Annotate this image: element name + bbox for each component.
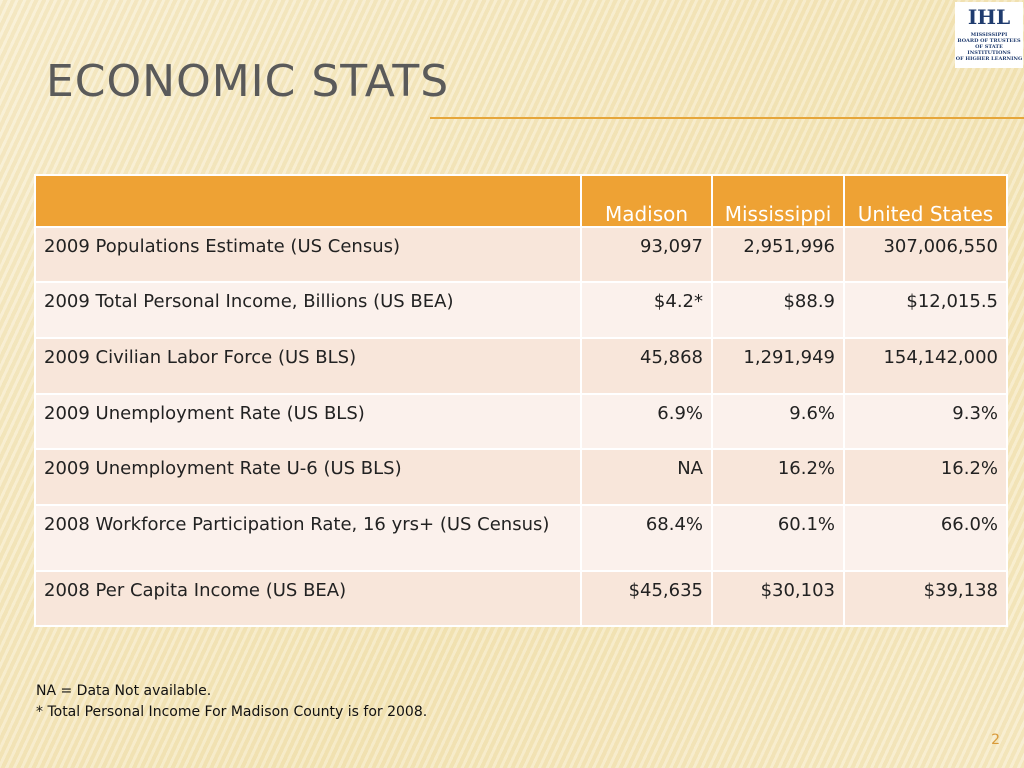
value-cell: 6.9%: [580, 393, 713, 450]
row-label: 2009 Unemployment Rate (US BLS): [34, 393, 582, 450]
row-label: 2009 Populations Estimate (US Census): [34, 226, 582, 283]
value-cell: $4.2*: [580, 281, 713, 339]
table-row: 2009 Civilian Labor Force (US BLS) 45,868…: [34, 337, 1008, 395]
row-label: 2008 Per Capita Income (US BEA): [34, 570, 582, 627]
value-cell: 307,006,550: [843, 226, 1008, 283]
logo-line: OF HIGHER LEARNING: [955, 56, 1023, 62]
logo-line: MISSISSIPPI: [970, 32, 1008, 38]
logo-mark: IHL: [967, 5, 1011, 29]
value-cell: $39,138: [843, 570, 1008, 627]
table-row: 2008 Workforce Participation Rate, 16 yr…: [34, 504, 1008, 572]
value-cell: 2,951,996: [711, 226, 845, 283]
row-label: 2009 Civilian Labor Force (US BLS): [34, 337, 582, 395]
footnote: NA = Data Not available.: [36, 683, 212, 699]
value-cell: NA: [580, 448, 713, 506]
value-cell: 16.2%: [843, 448, 1008, 506]
title-rule: [430, 117, 1024, 119]
slide-title: ECONOMIC STATS: [46, 56, 450, 107]
page-number: 2: [991, 732, 1000, 748]
table-row: 2009 Unemployment Rate U-6 (US BLS) NA 16.…: [34, 448, 1008, 506]
value-cell: 1,291,949: [711, 337, 845, 395]
value-cell: 154,142,000: [843, 337, 1008, 395]
value-cell: 9.6%: [711, 393, 845, 450]
table-row: 2008 Per Capita Income (US BEA) $45,635 $3…: [34, 570, 1008, 627]
row-label: 2009 Unemployment Rate U-6 (US BLS): [34, 448, 582, 506]
logo-lines: MISSISSIPPI BOARD OF TRUSTEES OF STATE INS…: [955, 32, 1023, 62]
value-cell: $88.9: [711, 281, 845, 339]
logo: IHL MISSISSIPPI BOARD OF TRUSTEES OF STATE…: [955, 2, 1023, 68]
row-label: 2009 Total Personal Income, Billions (US…: [34, 281, 582, 339]
value-cell: 60.1%: [711, 504, 845, 572]
stats-table: Madison Mississippi United States 2009 Pop…: [34, 174, 1008, 627]
value-cell: 16.2%: [711, 448, 845, 506]
header-cell: United States: [843, 174, 1008, 228]
value-cell: 9.3%: [843, 393, 1008, 450]
table-row: 2009 Populations Estimate (US Census) 93,…: [34, 226, 1008, 283]
header-cell: Madison: [580, 174, 713, 228]
header-row: Madison Mississippi United States: [34, 174, 1008, 228]
value-cell: $12,015.5: [843, 281, 1008, 339]
value-cell: 66.0%: [843, 504, 1008, 572]
value-cell: 68.4%: [580, 504, 713, 572]
table-row: 2009 Total Personal Income, Billions (US…: [34, 281, 1008, 339]
header-cell: Mississippi: [711, 174, 845, 228]
value-cell: $30,103: [711, 570, 845, 627]
logo-line: OF STATE INSTITUTIONS: [967, 44, 1011, 56]
footnote: * Total Personal Income For Madison Coun…: [36, 704, 428, 720]
logo-line: BOARD OF TRUSTEES: [957, 38, 1021, 44]
table-body: 2009 Populations Estimate (US Census) 93,…: [34, 226, 1008, 627]
footnotes: NA = Data Not available. * Total Personal…: [36, 681, 427, 723]
table-row: 2009 Unemployment Rate (US BLS) 6.9% 9.6% 9…: [34, 393, 1008, 450]
value-cell: $45,635: [580, 570, 713, 627]
value-cell: 45,868: [580, 337, 713, 395]
value-cell: 93,097: [580, 226, 713, 283]
header-cell: [34, 174, 582, 228]
row-label: 2008 Workforce Participation Rate, 16 yr…: [34, 504, 582, 572]
